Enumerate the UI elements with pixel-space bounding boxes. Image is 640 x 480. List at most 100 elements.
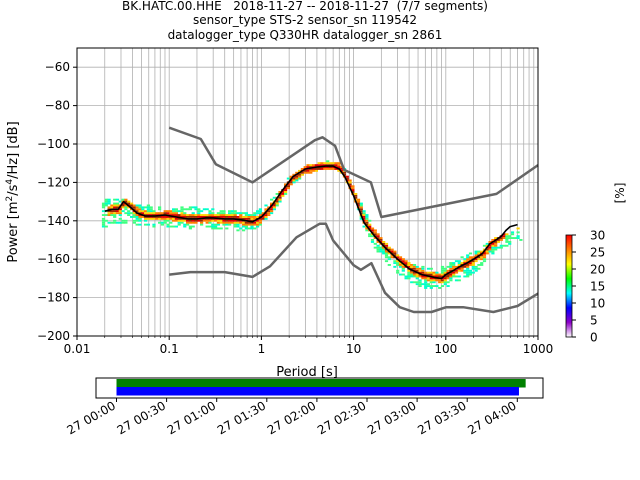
- density-cell: [382, 248, 386, 251]
- density-cell: [219, 216, 223, 218]
- density-cell: [496, 241, 501, 243]
- density-cell: [236, 216, 240, 218]
- density-cell: [466, 265, 470, 268]
- density-cell: [432, 273, 436, 276]
- density-cell: [485, 252, 489, 255]
- density-cell: [228, 223, 232, 226]
- density-cell: [149, 214, 153, 216]
- density-cell: [407, 265, 411, 268]
- density-cell: [272, 196, 276, 199]
- density-cell: [160, 221, 164, 224]
- density-cell: [278, 191, 282, 193]
- density-cell: [191, 216, 195, 218]
- density-cell: [222, 210, 226, 213]
- density-cell: [298, 173, 302, 176]
- x-tick-label: 10: [346, 342, 361, 356]
- density-cell: [466, 260, 470, 263]
- density-cell: [216, 219, 220, 222]
- density-cell: [471, 262, 475, 264]
- density-cell: [211, 214, 215, 216]
- density-cell: [410, 273, 414, 276]
- timeline-bar: [116, 379, 526, 388]
- density-cell: [300, 168, 304, 170]
- series-noise-model-lower: [169, 222, 539, 314]
- density-cell: [412, 267, 417, 270]
- density-cell: [410, 281, 414, 284]
- density-cell: [454, 271, 459, 274]
- density-cell: [424, 285, 428, 287]
- density-cell: [365, 221, 369, 224]
- density-cell: [466, 256, 470, 259]
- plot-frame: [76, 47, 539, 337]
- density-cell: [284, 183, 288, 186]
- density-cell: [113, 202, 117, 205]
- density-cell: [382, 242, 386, 245]
- density-cell: [191, 225, 195, 228]
- density-cell: [174, 217, 178, 220]
- density-cell: [149, 208, 153, 211]
- density-cell: [432, 279, 436, 282]
- density-cell: [334, 162, 338, 165]
- density-cell: [174, 212, 178, 215]
- density-cell: [300, 171, 304, 174]
- density-cell: [421, 269, 425, 272]
- density-cell: [354, 196, 358, 199]
- density-cell: [421, 283, 425, 286]
- density-cell: [166, 223, 170, 226]
- density-cell: [278, 194, 282, 197]
- density-cell: [225, 223, 229, 226]
- density-cell: [191, 212, 195, 215]
- density-cell: [488, 248, 492, 251]
- density-cell: [510, 233, 515, 236]
- density-cell: [401, 265, 405, 268]
- density-cell: [393, 250, 397, 253]
- density-cell: [104, 200, 108, 203]
- density-cell: [141, 206, 145, 209]
- density-cell: [258, 221, 262, 224]
- density-cell: [104, 214, 108, 216]
- density-cell: [127, 202, 131, 205]
- density-cell: [312, 168, 316, 170]
- density-cell: [188, 208, 192, 211]
- density-cell: [141, 212, 145, 215]
- density-cell: [244, 225, 248, 228]
- density-cell: [474, 269, 478, 272]
- density-cell: [396, 262, 400, 264]
- density-cell: [208, 216, 212, 218]
- timeline-tick-label: 27 01:30: [215, 398, 268, 437]
- density-cell: [244, 221, 248, 224]
- density-cell: [429, 287, 433, 289]
- density-cell: [138, 223, 142, 226]
- density-cell: [337, 169, 341, 172]
- density-cell: [216, 214, 220, 216]
- density-cell: [292, 179, 296, 182]
- density-cell: [435, 273, 439, 276]
- density-cell: [264, 204, 268, 207]
- series-mode: [104, 165, 518, 280]
- density-cell: [267, 206, 271, 209]
- density-cell: [200, 221, 204, 224]
- density-cell: [256, 219, 260, 222]
- density-cell: [118, 212, 122, 215]
- density-cell: [124, 200, 128, 203]
- grid: [76, 48, 538, 337]
- density-cell: [373, 229, 377, 232]
- density-cell: [351, 191, 355, 193]
- density-cell: [314, 169, 318, 172]
- density-cell: [432, 277, 436, 280]
- density-cell: [362, 217, 366, 220]
- density-cell: [488, 241, 492, 243]
- density-cell: [149, 206, 153, 209]
- density-cell: [418, 283, 422, 286]
- density-cell: [115, 198, 120, 201]
- density-cell: [328, 164, 333, 167]
- density-cell: [236, 221, 240, 224]
- density-cell: [345, 175, 349, 178]
- density-cell: [359, 204, 363, 207]
- timeline-bars: [116, 379, 526, 396]
- density-cell: [426, 273, 431, 276]
- density-cell: [365, 214, 369, 216]
- ppsd-plot: 0.01 0.1 1 10 100 1000 −200 −180 −160 −140 −120 −1…: [5, 47, 553, 380]
- density-cell: [107, 200, 111, 203]
- density-cell: [110, 210, 114, 213]
